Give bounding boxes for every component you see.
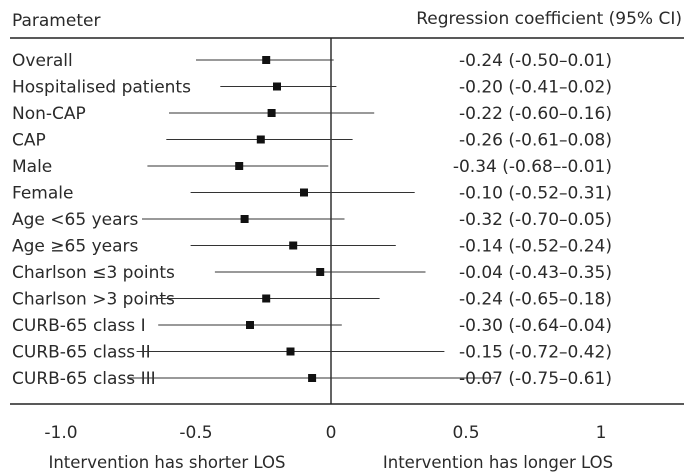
x-tick-label: 0.5 (452, 423, 479, 443)
forest-row: CAP -0.26 (-0.61–0.08) (12, 131, 612, 151)
row-label: Non-CAP (12, 104, 86, 124)
row-ci-text: -0.34 (-0.68–-0.01) (453, 157, 612, 177)
point-estimate-marker (273, 82, 281, 91)
forest-row: CURB-65 class II -0.15 (-0.72–0.42) (12, 343, 612, 363)
row-label: CAP (12, 131, 46, 151)
point-estimate-marker (316, 268, 325, 276)
row-label: Overall (12, 51, 73, 71)
x-tick-label: -1.0 (44, 423, 77, 443)
point-estimate-marker (256, 135, 265, 144)
row-ci-text: -0.07 (-0.75–0.61) (459, 369, 612, 389)
row-ci-text: -0.32 (-0.70–0.05) (459, 210, 612, 230)
point-estimate-marker (262, 294, 271, 303)
forest-rows: Overall -0.24 (-0.50–0.01) Hospitalised pa… (12, 51, 612, 389)
row-label: Hospitalised patients (12, 78, 191, 98)
point-estimate-marker (246, 321, 254, 329)
point-estimate-marker (308, 374, 317, 382)
row-label: Age ≥65 years (12, 237, 138, 257)
forest-row: Charlson >3 points -0.24 (-0.65–0.18) (12, 290, 612, 310)
forest-row: Age <65 years -0.32 (-0.70–0.05) (12, 210, 612, 230)
point-estimate-marker (240, 215, 249, 223)
row-ci-text: -0.26 (-0.61–0.08) (459, 131, 612, 151)
forest-row: Male -0.34 (-0.68–-0.01) (12, 157, 612, 177)
row-label: CURB-65 class III (12, 369, 156, 389)
row-ci-text: -0.15 (-0.72–0.42) (459, 343, 612, 363)
forest-row: Hospitalised patients -0.20 (-0.41–0.02) (12, 78, 612, 98)
row-label: Charlson ≤3 points (12, 263, 175, 283)
row-label: CURB-65 class II (12, 343, 151, 363)
right-direction-annotation: Intervention has longer LOS (383, 453, 613, 472)
forest-row: Age ≥65 years -0.14 (-0.52–0.24) (12, 237, 612, 257)
point-estimate-marker (267, 109, 276, 117)
x-tick-label: 0 (326, 423, 337, 443)
x-tick-label: -0.5 (179, 423, 212, 443)
row-ci-text: -0.20 (-0.41–0.02) (459, 78, 612, 98)
x-tick-label: 1 (596, 423, 607, 443)
forest-row: Non-CAP -0.22 (-0.60–0.16) (12, 104, 612, 124)
row-label: Male (12, 157, 52, 177)
row-ci-text: -0.04 (-0.43–0.35) (459, 263, 612, 283)
forest-row: Overall -0.24 (-0.50–0.01) (12, 51, 612, 71)
row-ci-text: -0.30 (-0.64–0.04) (459, 316, 612, 336)
left-direction-annotation: Intervention has shorter LOS (48, 453, 285, 472)
point-estimate-marker (289, 241, 298, 250)
x-axis-ticks: -1.0 -0.5 0 0.5 1 (44, 423, 606, 443)
row-ci-text: -0.24 (-0.50–0.01) (459, 51, 612, 71)
forest-row: Charlson ≤3 points -0.04 (-0.43–0.35) (12, 263, 612, 283)
point-estimate-marker (235, 162, 244, 170)
forest-row: CURB-65 class I -0.30 (-0.64–0.04) (12, 316, 612, 336)
row-ci-text: -0.10 (-0.52–0.31) (459, 184, 612, 204)
point-estimate-marker (262, 56, 271, 64)
row-label: Female (12, 184, 73, 204)
row-ci-text: -0.24 (-0.65–0.18) (459, 290, 612, 310)
left-column-header: Parameter (12, 11, 100, 31)
right-column-header: Regression coefficient (95% CI) (416, 9, 682, 29)
row-label: CURB-65 class I (12, 316, 146, 336)
row-label: Charlson >3 points (12, 290, 175, 310)
point-estimate-marker (300, 188, 308, 197)
forest-row: Female -0.10 (-0.52–0.31) (12, 184, 612, 204)
forest-row: CURB-65 class III -0.07 (-0.75–0.61) (12, 369, 612, 389)
row-ci-text: -0.22 (-0.60–0.16) (459, 104, 612, 124)
row-ci-text: -0.14 (-0.52–0.24) (459, 237, 612, 257)
row-label: Age <65 years (12, 210, 138, 230)
point-estimate-marker (286, 347, 295, 356)
